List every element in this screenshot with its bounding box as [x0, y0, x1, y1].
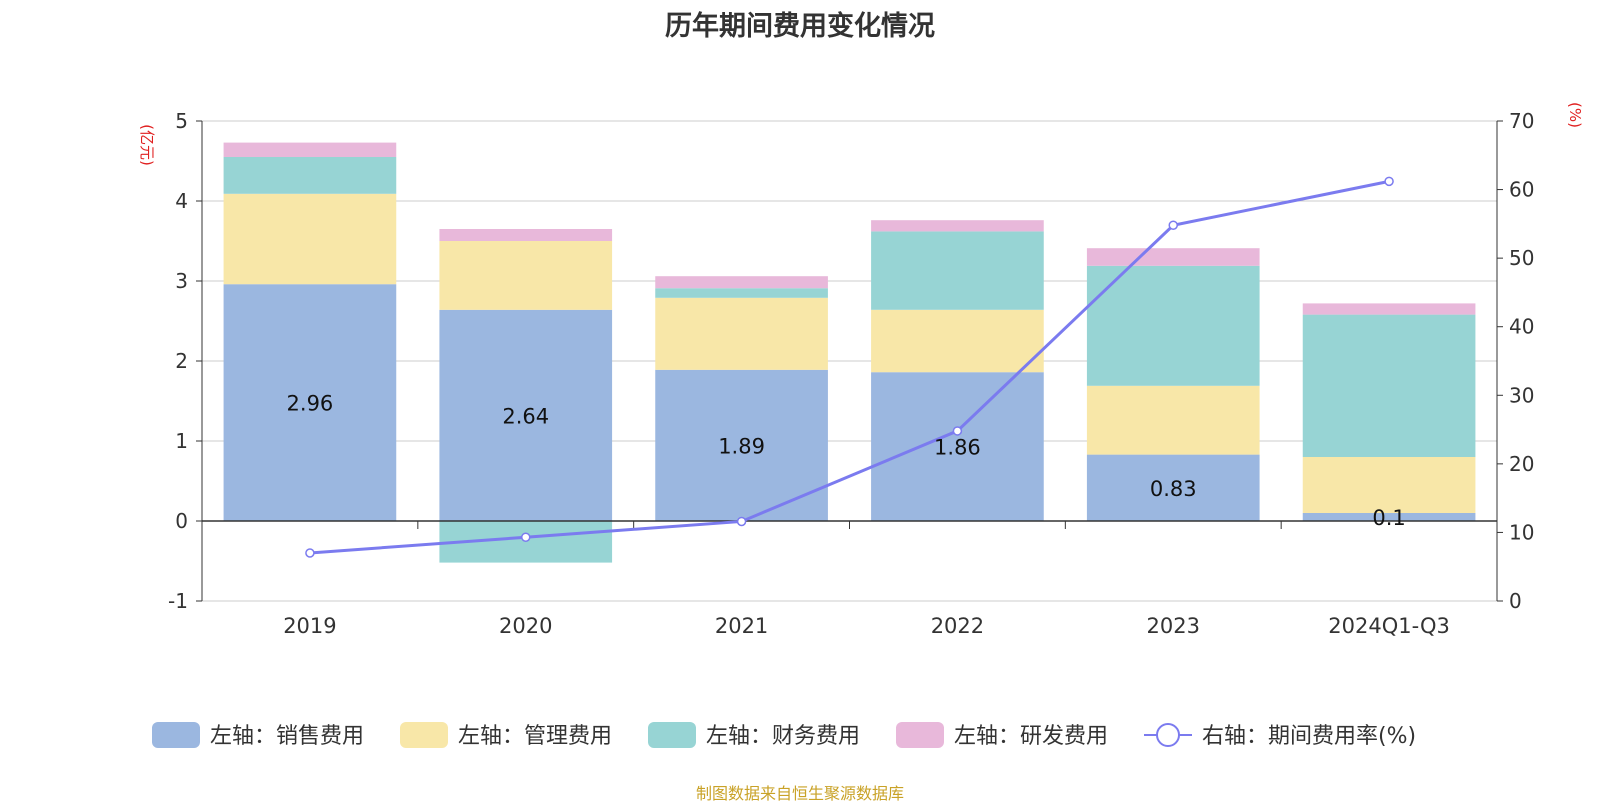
bar-segment — [655, 297, 828, 370]
category-label: 2021 — [715, 614, 768, 638]
bar-segment — [439, 309, 613, 521]
bar-segment — [871, 372, 1044, 521]
category-label: 2020 — [499, 614, 552, 638]
right-tick-label: 0 — [1509, 589, 1522, 613]
bar-segment — [1086, 385, 1260, 455]
legend-swatch — [152, 722, 200, 748]
bar-segment — [1302, 314, 1476, 457]
legend: 左轴：销售费用 左轴：管理费用 左轴：财务费用 左轴：研发费用 右轴：期间费用率(%) — [152, 722, 1416, 749]
right-tick-label: 20 — [1509, 452, 1534, 476]
category-label: 2024Q1-Q3 — [1328, 614, 1450, 638]
left-axis-title: (亿元) — [138, 124, 156, 166]
legend-item: 左轴：研发费用 — [896, 722, 1108, 749]
rate-point — [1168, 220, 1178, 230]
left-tick-label: -1 — [168, 589, 188, 613]
legend-item: 左轴：销售费用 — [152, 722, 364, 749]
bar-segment — [871, 220, 1044, 232]
left-tick-label: 3 — [175, 269, 188, 293]
bar-segment — [1086, 265, 1260, 386]
data-label: 2.64 — [502, 404, 549, 428]
footer-source: 制图数据来自恒生聚源数据库 — [695, 784, 904, 803]
legend-label: 左轴：管理费用 — [458, 724, 612, 749]
rate-point — [1384, 176, 1394, 187]
data-labels: 2.96 2.64 1.89 1.86 0.83 0.1 — [287, 392, 1406, 530]
legend-item: 右轴：期间费用率(%) — [1144, 723, 1416, 749]
bar-segment — [439, 229, 613, 241]
left-tick-label: 0 — [175, 509, 188, 533]
bar-segment — [1302, 303, 1476, 315]
bar-segment — [439, 241, 613, 310]
bar-segment — [223, 284, 397, 521]
bar-segment — [223, 193, 397, 285]
bar-segment — [871, 309, 1044, 373]
bar-segment — [223, 157, 397, 194]
right-tick-label: 30 — [1509, 383, 1534, 407]
bar-segment — [1302, 513, 1476, 521]
data-label: 0.83 — [1150, 477, 1197, 501]
category-label: 2022 — [931, 614, 984, 638]
left-tick-label: 1 — [175, 429, 188, 453]
rate-point — [736, 516, 747, 527]
bar-segment — [223, 142, 397, 157]
rate-point — [952, 426, 963, 436]
legend-marker — [1156, 723, 1180, 747]
rate-line-path — [309, 179, 1390, 555]
data-label: 1.86 — [934, 436, 981, 460]
legend-item: 左轴：管理费用 — [400, 722, 612, 749]
legend-swatch — [896, 722, 944, 748]
right-tick-label: 50 — [1509, 246, 1534, 270]
bar-segment — [655, 288, 828, 298]
rate-point — [521, 532, 531, 542]
bar-segment — [1086, 248, 1260, 266]
legend-swatch — [648, 722, 696, 748]
legend-label: 左轴：研发费用 — [954, 724, 1108, 749]
right-tick-label: 40 — [1509, 315, 1534, 339]
bars — [223, 142, 1476, 563]
legend-swatch — [400, 722, 448, 748]
legend-label: 左轴：销售费用 — [210, 724, 364, 749]
chart-title: 历年期间费用变化情况 — [665, 11, 935, 42]
bar-segment — [1302, 457, 1476, 513]
data-label: 2.96 — [287, 392, 334, 416]
bar-segment — [1086, 454, 1260, 521]
left-tick-label: 5 — [175, 109, 188, 133]
legend-label: 右轴：期间费用率(%) — [1202, 724, 1416, 749]
left-tick-label: 2 — [175, 349, 188, 373]
rate-line — [305, 176, 1394, 558]
data-label: 1.89 — [718, 434, 765, 458]
right-tick-label: 70 — [1509, 109, 1534, 133]
category-label: 2019 — [283, 614, 336, 638]
category-label: 2023 — [1147, 614, 1200, 638]
right-tick-label: 60 — [1509, 178, 1534, 202]
gridlines — [202, 120, 1497, 602]
data-label: 0.1 — [1372, 506, 1405, 530]
bar-segment — [655, 276, 828, 289]
legend-label: 左轴：财务费用 — [706, 724, 860, 749]
right-tick-label: 10 — [1509, 520, 1534, 544]
legend-item: 左轴：财务费用 — [648, 722, 860, 749]
right-axis-title: (%) — [1566, 102, 1584, 128]
bar-segment — [871, 231, 1044, 310]
rate-point — [305, 548, 315, 558]
left-tick-label: 4 — [175, 189, 188, 213]
